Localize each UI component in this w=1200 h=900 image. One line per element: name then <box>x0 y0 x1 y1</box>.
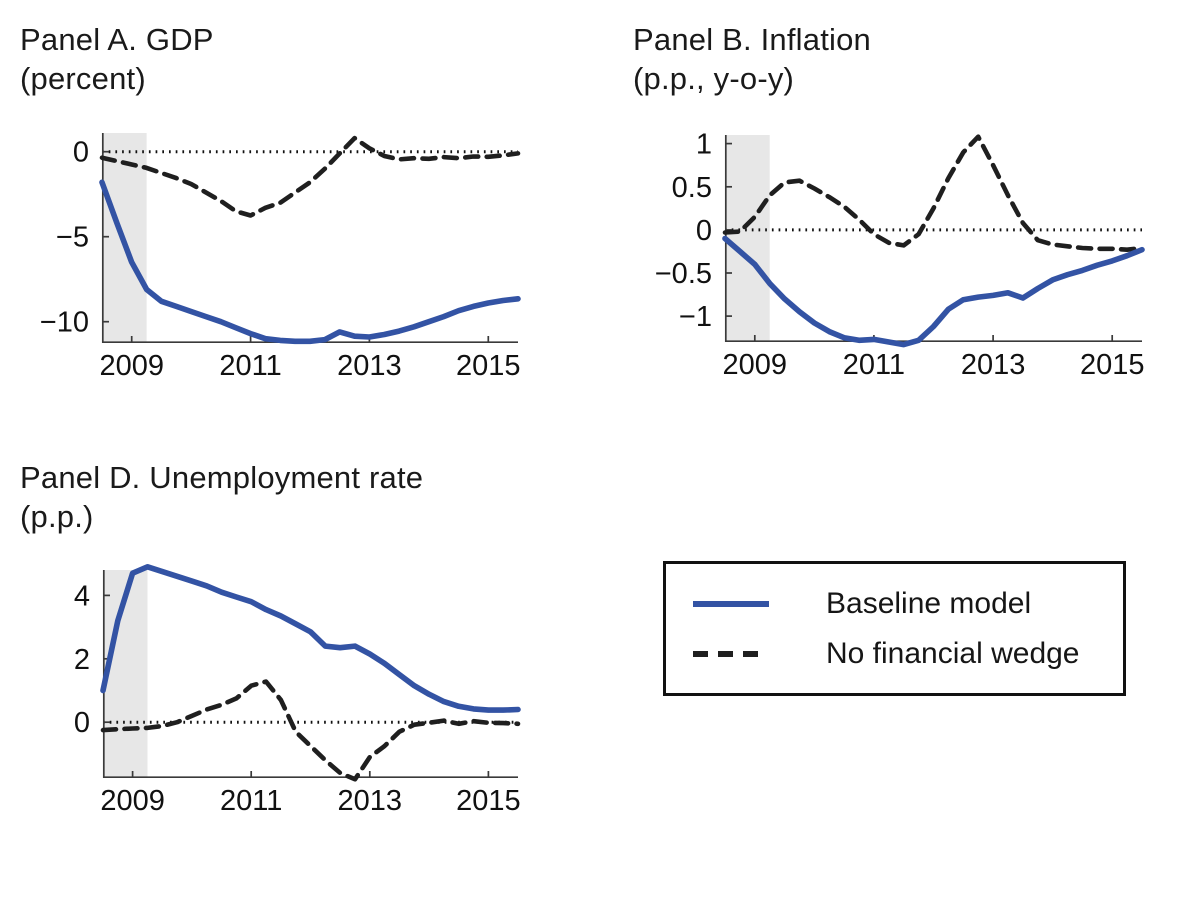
legend-swatch-area <box>693 650 800 657</box>
series-line-baseline-model <box>100 564 521 713</box>
x-tick-label: 2009 <box>99 350 164 382</box>
panel-a-chart: 2009 2011 2013 2015 0 −5 −10 <box>40 133 521 382</box>
solid-line-swatch-icon <box>693 600 769 607</box>
y-tick-label: 0.5 <box>672 172 712 204</box>
panel-a-subtitle: (percent) <box>20 61 146 96</box>
x-tick-label: 2015 <box>1080 349 1145 381</box>
y-tick-label: 0 <box>696 215 712 247</box>
panel-d-title: Panel D. Unemployment rate (p.p.) <box>20 458 423 536</box>
legend-label-baseline: Baseline model <box>826 586 1032 620</box>
legend-swatch-area <box>693 600 800 607</box>
x-tick-label: 2009 <box>100 785 165 817</box>
y-tick-label: −1 <box>679 301 712 333</box>
series-line-no-financial-wedge <box>722 134 1145 252</box>
series-line-baseline-model <box>722 235 1145 348</box>
y-tick-label: 4 <box>74 580 90 612</box>
legend-item-no-financial-wedge: No financial wedge <box>693 637 1123 671</box>
panel-d-title-line: Panel D. Unemployment rate <box>20 460 424 495</box>
series-line-baseline-model <box>99 179 521 345</box>
legend-label-no-financial-wedge: No financial wedge <box>826 636 1080 670</box>
recession-shading-band <box>725 135 770 342</box>
x-tick-label: 2011 <box>219 350 281 382</box>
x-tick-label: 2011 <box>843 349 905 381</box>
panel-b-subtitle: (p.p., y-o-y) <box>633 61 795 96</box>
panel-a-title: Panel A. GDP (percent) <box>20 20 214 98</box>
panel-b-chart: 2009 2011 2013 2015 1 0.5 0 −0.5 −1 <box>655 129 1145 381</box>
dashed-line-swatch-icon <box>693 650 759 657</box>
y-tick-label: 1 <box>696 129 712 161</box>
panel-b-title: Panel B. Inflation (p.p., y-o-y) <box>633 20 871 98</box>
y-tick-label: 0 <box>73 137 89 169</box>
series-line-no-financial-wedge <box>99 135 521 218</box>
x-tick-label: 2015 <box>456 350 521 382</box>
x-tick-label: 2013 <box>338 785 403 817</box>
legend-item-baseline: Baseline model <box>693 587 1123 621</box>
panel-a-title-line: Panel A. GDP <box>20 22 214 57</box>
y-tick-label: −0.5 <box>655 258 712 290</box>
panel-b-title-line: Panel B. Inflation <box>633 22 871 57</box>
x-tick-label: 2009 <box>723 349 788 381</box>
y-tick-label: 0 <box>74 707 90 739</box>
y-tick-label: 2 <box>74 644 90 676</box>
x-tick-label: 2013 <box>961 349 1026 381</box>
x-tick-label: 2015 <box>456 785 521 817</box>
y-tick-label: −10 <box>40 307 89 339</box>
panel-d-chart: 2009 2011 2013 2015 4 2 0 <box>74 564 521 817</box>
x-tick-label: 2013 <box>337 350 402 382</box>
x-tick-label: 2011 <box>220 785 282 817</box>
panel-d-subtitle: (p.p.) <box>20 499 94 534</box>
legend: Baseline model No financial wedge <box>663 561 1126 696</box>
y-tick-label: −5 <box>56 222 89 254</box>
series-line-no-financial-wedge <box>100 679 521 782</box>
